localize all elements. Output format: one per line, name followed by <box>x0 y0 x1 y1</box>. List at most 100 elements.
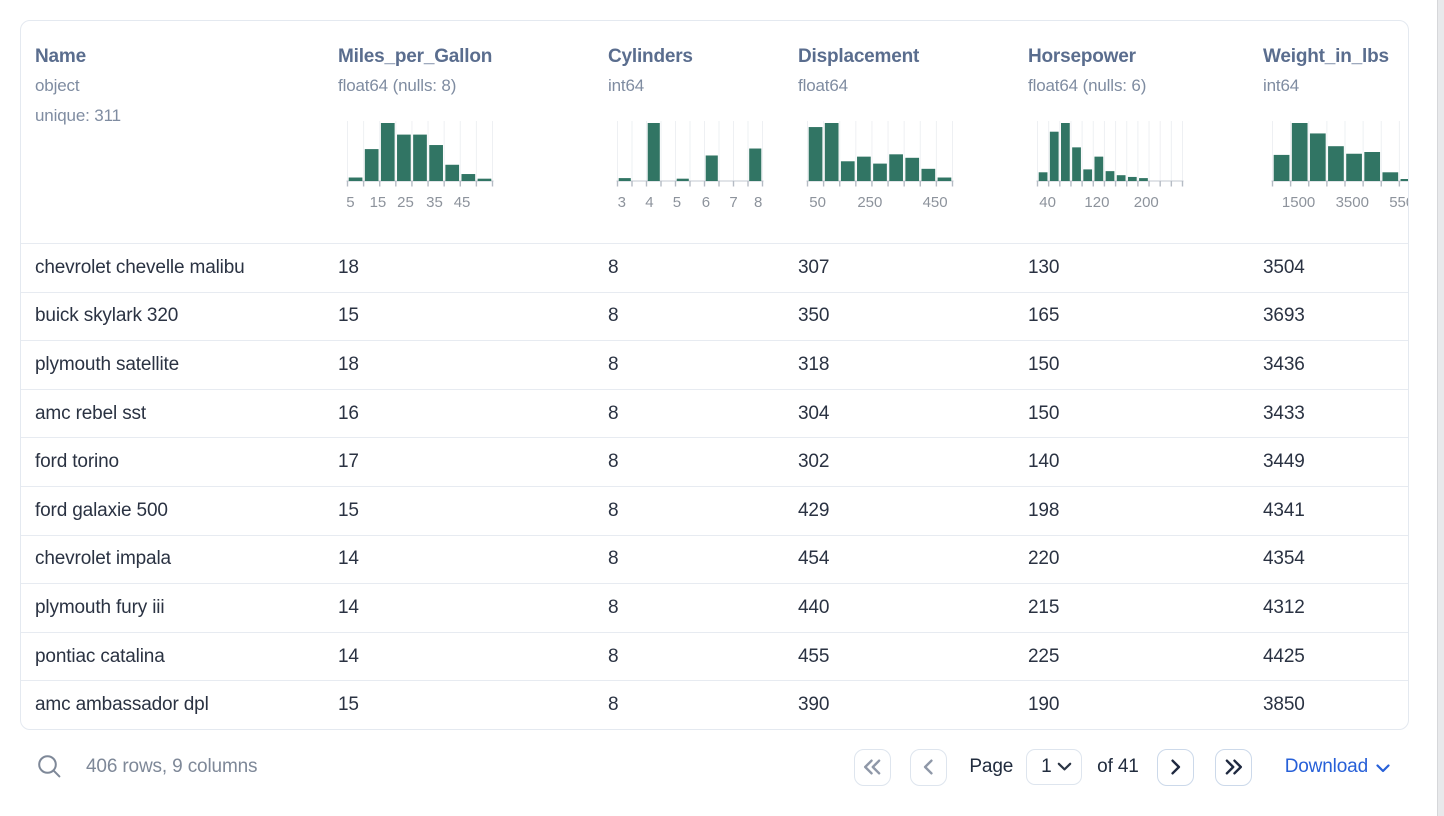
column-header-name[interactable]: Name object unique: 311 <box>21 21 324 243</box>
table-row: plymouth satellite 18 8 318 150 3436 <box>21 340 1408 389</box>
cell-weight-in-lbs: 4312 <box>1263 596 1305 618</box>
page-label: Page <box>969 756 1014 777</box>
column-dtype: float64 (nulls: 6) <box>1028 76 1147 95</box>
table-row: amc ambassador dpl 15 8 390 190 3850 <box>21 680 1408 729</box>
histogram-bar <box>348 177 363 181</box>
axis-tick-label: 450 <box>923 194 948 211</box>
table-row: ford galaxie 500 15 8 429 198 4341 <box>21 485 1408 535</box>
axis-tick-label: 250 <box>857 194 882 211</box>
cell-displacement: 307 <box>798 256 830 278</box>
cell-name: plymouth satellite <box>35 353 180 375</box>
axis-tick-label: 200 <box>1134 194 1159 211</box>
histogram-bar <box>445 164 460 181</box>
cell-cylinders: 8 <box>608 548 619 570</box>
cell-weight-in-lbs: 3504 <box>1263 256 1305 278</box>
page-select[interactable]: 1 <box>1026 749 1083 785</box>
next-page-button[interactable] <box>1156 748 1194 786</box>
column-dtype: object <box>35 76 80 95</box>
histogram-bar <box>1400 179 1408 181</box>
histogram-bar <box>1139 178 1148 181</box>
double-chevron-left-icon <box>864 759 881 775</box>
cell-weight-in-lbs: 3436 <box>1263 353 1305 375</box>
cell-weight-in-lbs: 3693 <box>1263 305 1305 327</box>
histogram-bar <box>1273 154 1290 181</box>
axis-tick-label: 7 <box>729 194 737 211</box>
axis-tick-label: 40 <box>1039 194 1056 211</box>
cell-name: ford torino <box>35 451 119 473</box>
column-header-displacement[interactable]: Displacement float64 50 250 450 <box>784 21 1014 243</box>
cell-name: plymouth fury iii <box>35 596 165 618</box>
cell-miles-per-gallon: 15 <box>338 305 359 327</box>
cell-displacement: 454 <box>798 548 830 570</box>
cell-horsepower: 150 <box>1028 353 1060 375</box>
axis-tick-label: 5 <box>673 194 681 211</box>
histogram-bar <box>1116 175 1126 181</box>
column-title: Horsepower <box>1028 46 1136 67</box>
histogram-displacement[interactable]: 50 250 450 <box>806 119 954 213</box>
histogram-bar <box>1083 169 1093 181</box>
cell-displacement: 304 <box>798 402 830 424</box>
column-dtype: int64 <box>1263 76 1300 95</box>
axis-tick-label: 1500 <box>1282 194 1315 211</box>
histogram-bar <box>840 161 855 181</box>
prev-page-button[interactable] <box>910 748 948 786</box>
cell-miles-per-gallon: 14 <box>338 645 359 667</box>
cell-horsepower: 215 <box>1028 596 1060 618</box>
axis-tick-label: 45 <box>454 194 471 211</box>
column-header-cylinders[interactable]: Cylinders int64 3 4 5 6 7 8 <box>594 21 784 243</box>
column-title: Displacement <box>798 46 920 67</box>
histogram-bar <box>1328 146 1344 181</box>
cell-horsepower: 198 <box>1028 499 1060 521</box>
histogram-bar <box>397 134 411 181</box>
cell-displacement: 390 <box>798 694 830 716</box>
histogram-horsepower[interactable]: 40 120 200 <box>1036 119 1184 213</box>
table-row: amc rebel sst 16 8 304 150 3433 <box>21 388 1408 438</box>
histogram-miles-per-gallon[interactable]: 5 15 25 35 45 <box>346 119 494 213</box>
histogram-weight-in-lbs[interactable]: 1500 3500 5500 <box>1271 119 1409 213</box>
chevron-down-icon <box>1057 762 1072 771</box>
scrollbar[interactable] <box>1437 0 1444 816</box>
histogram-bar <box>413 134 427 181</box>
histogram-bar <box>1127 176 1137 181</box>
cell-weight-in-lbs: 3449 <box>1263 451 1305 473</box>
column-title: Name <box>35 46 86 67</box>
first-page-button[interactable] <box>854 748 892 786</box>
cell-miles-per-gallon: 15 <box>338 499 359 521</box>
cell-cylinders: 8 <box>608 305 619 327</box>
histogram-bar <box>1291 123 1308 181</box>
cell-miles-per-gallon: 17 <box>338 451 359 473</box>
axis-tick-label: 15 <box>370 194 387 211</box>
cell-name: chevrolet impala <box>35 548 171 570</box>
cell-miles-per-gallon: 18 <box>338 256 359 278</box>
histogram-bar <box>380 123 395 181</box>
download-button[interactable]: Download <box>1285 756 1390 778</box>
histogram-bar <box>824 123 839 181</box>
download-label: Download <box>1284 756 1368 777</box>
histogram-bar <box>1346 153 1362 181</box>
histogram-bar <box>921 168 936 181</box>
table-row: plymouth fury iii 14 8 440 215 4312 <box>21 583 1408 632</box>
axis-tick-label: 4 <box>645 194 653 211</box>
column-header-miles-per-gallon[interactable]: Miles_per_Gallon float64 (nulls: 8) 5 15 25 3… <box>324 21 594 243</box>
cell-cylinders: 8 <box>608 256 619 278</box>
histogram-bar <box>1309 133 1326 181</box>
axis-tick-label: 5500 <box>1389 194 1409 211</box>
table-row: buick skylark 320 15 8 350 165 3693 <box>21 291 1408 341</box>
search-icon[interactable] <box>36 753 64 781</box>
double-chevron-right-icon <box>1225 759 1242 775</box>
table-body: chevrolet chevelle malibu 18 8 307 130 3504 bu… <box>21 243 1408 729</box>
last-page-button[interactable] <box>1214 748 1252 786</box>
cell-miles-per-gallon: 14 <box>338 548 359 570</box>
axis-tick-label: 5 <box>346 194 354 211</box>
histogram-bar <box>705 155 718 181</box>
chevron-down-icon <box>1376 764 1390 773</box>
histogram-bar <box>1094 156 1104 181</box>
histogram-bar <box>618 178 631 181</box>
axis-tick-label: 3500 <box>1336 194 1369 211</box>
column-header-weight-in-lbs[interactable]: Weight_in_lbs int64 1500 3500 5500 <box>1249 21 1409 243</box>
cell-displacement: 440 <box>798 596 830 618</box>
histogram-bar <box>873 163 887 181</box>
cell-name: amc rebel sst <box>35 402 147 424</box>
column-header-horsepower[interactable]: Horsepower float64 (nulls: 6) 40 120 200 <box>1014 21 1249 243</box>
